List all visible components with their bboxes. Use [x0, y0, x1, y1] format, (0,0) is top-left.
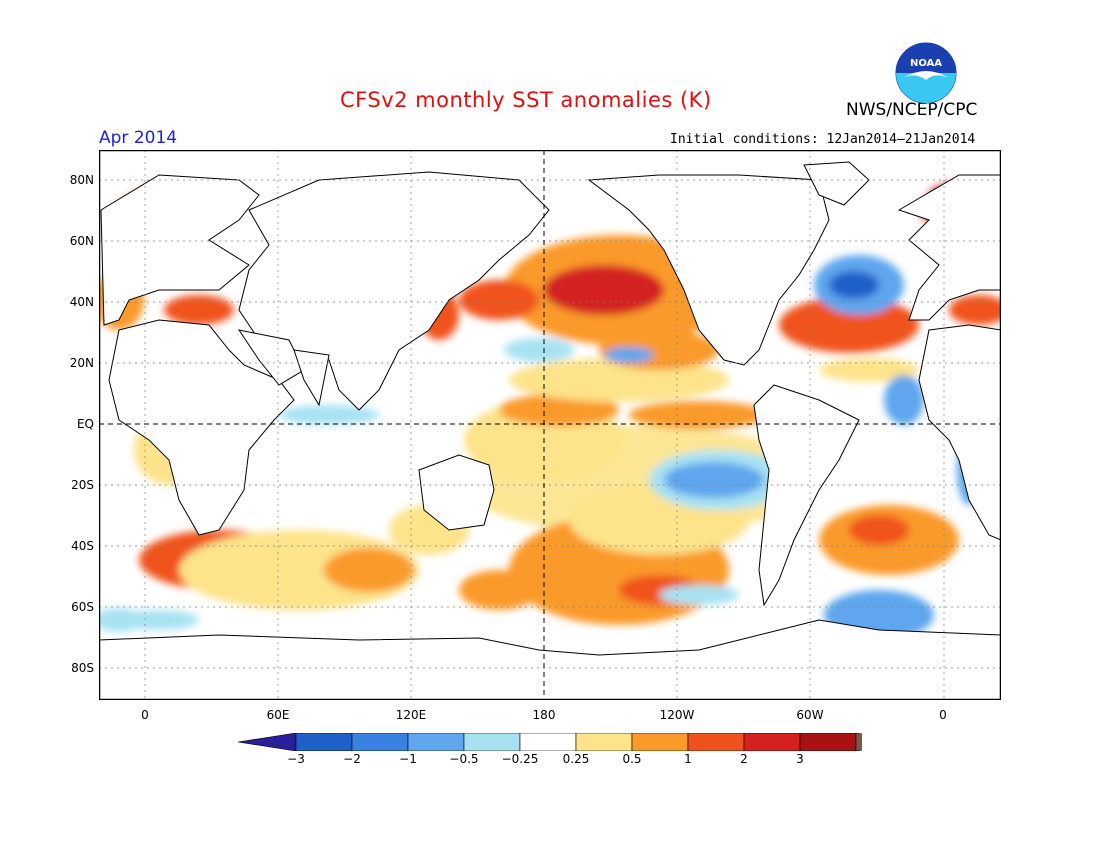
lon-label-60w: 60W — [796, 708, 824, 722]
colorbar — [238, 733, 862, 751]
colorbar-swatch — [575, 733, 633, 751]
colorbar-label: −0.25 — [501, 752, 539, 766]
grid — [99, 150, 1001, 700]
map-title: CFSv2 monthly SST anomalies (K) — [340, 88, 712, 112]
anomaly-field — [99, 183, 1001, 640]
lat-label-80s: 80S — [71, 661, 94, 675]
colorbar-swatch — [743, 733, 801, 751]
lat-label-40s: 40S — [71, 539, 94, 553]
lat-label-60s: 60S — [71, 600, 94, 614]
agency-label: NWS/NCEP/CPC — [846, 100, 978, 120]
lat-label-20n: 20N — [69, 356, 94, 370]
colorbar-swatch — [519, 733, 577, 751]
colorbar-swatch — [351, 733, 409, 751]
colorbar-swatch — [463, 733, 521, 751]
colorbar-swatch — [855, 733, 862, 751]
lon-label-120w: 120W — [659, 708, 695, 722]
lon-label-120e: 120E — [395, 708, 427, 722]
logo-text: NOAA — [910, 58, 942, 69]
colorbar-label: 0.5 — [622, 752, 642, 766]
colorbar-swatch — [407, 733, 465, 751]
forecast-month: Apr 2014 — [99, 128, 178, 148]
colorbar-label: −3 — [287, 752, 305, 766]
colorbar-label: 2 — [740, 752, 748, 766]
colorbar-swatch — [295, 733, 353, 751]
colorbar-label: −1 — [399, 752, 417, 766]
initial-conditions: Initial conditions: 12Jan2014–21Jan2014 — [670, 132, 976, 147]
colorbar-swatch — [799, 733, 857, 751]
lon-label-0-right: 0 — [939, 708, 947, 722]
noaa-logo: NOAA — [895, 42, 957, 104]
lon-label-180: 180 — [532, 708, 556, 722]
colorbar-label: −2 — [343, 752, 361, 766]
lat-label-60n: 60N — [69, 234, 94, 248]
sst-anomaly-map — [99, 150, 1001, 700]
colorbar-swatch — [631, 733, 689, 751]
coastlines — [99, 161, 1001, 700]
lat-label-40n: 40N — [69, 295, 94, 309]
colorbar-label: 1 — [684, 752, 692, 766]
colorbar-label: 0.25 — [562, 752, 590, 766]
colorbar-swatch — [687, 733, 745, 751]
reference-lines — [99, 150, 1001, 700]
lon-label-0: 0 — [141, 708, 149, 722]
colorbar-label: −0.5 — [449, 752, 479, 766]
colorbar-label: 3 — [796, 752, 804, 766]
lat-label-eq: EQ — [76, 417, 94, 431]
lat-label-20s: 20S — [71, 478, 94, 492]
colorbar-swatch — [238, 733, 297, 751]
lon-label-60e: 60E — [266, 708, 290, 722]
lat-label-80n: 80N — [69, 173, 94, 187]
